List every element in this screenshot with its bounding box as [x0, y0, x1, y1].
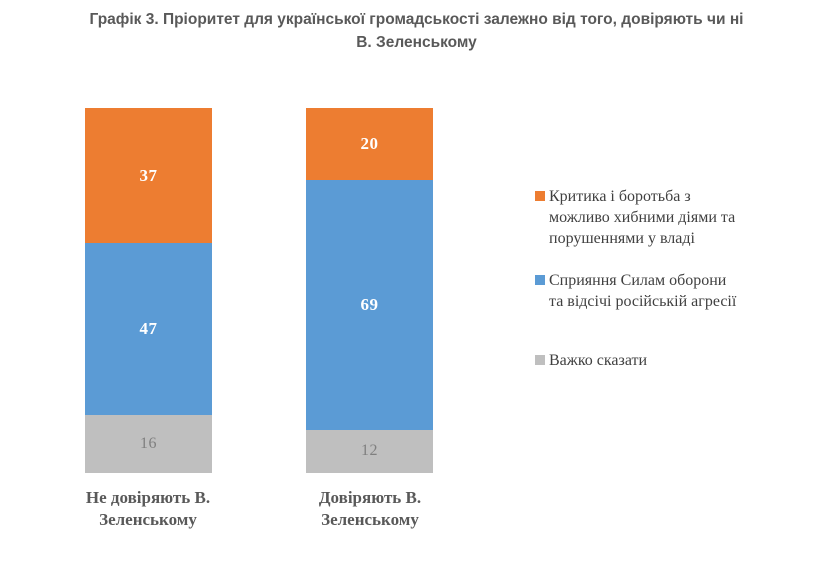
legend-label-line: Критика і боротьба з: [549, 188, 691, 205]
legend-item-critique: Критика і боротьба з можливо хибними дія…: [535, 186, 735, 249]
segment-value-label: 16: [140, 434, 157, 452]
chart-title: Графік 3. Пріоритет для української гром…: [0, 8, 833, 54]
legend-label-line: можливо хибними діями та: [549, 209, 736, 226]
legend-label-line: Сприяння Силам оборони: [549, 272, 727, 289]
category-label-line: Зеленському: [321, 510, 419, 529]
chart-title-line2: В. Зеленському: [356, 34, 477, 51]
bar-segment-hard-to-say: 12: [306, 429, 433, 473]
chart-title-line1: Графік 3. Пріоритет для української гром…: [89, 11, 744, 28]
bar-segment-defense: 69: [306, 180, 433, 430]
segment-value-label: 47: [139, 318, 158, 338]
legend-label-critique: Критика і боротьба з можливо хибними дія…: [549, 186, 735, 249]
segment-value-label: 37: [139, 165, 158, 185]
category-label-not-trust: Не довіряють В. Зеленському: [58, 487, 238, 531]
legend-item-hard-to-say: Важко сказати: [535, 350, 647, 371]
segment-value-label: 12: [361, 442, 378, 460]
category-label-line: Не довіряють В.: [85, 488, 211, 507]
legend-label-hard-to-say: Важко сказати: [549, 350, 647, 371]
segment-value-label: 69: [360, 294, 379, 314]
category-label-line: Зеленському: [99, 510, 197, 529]
segment-value-label: 20: [360, 134, 379, 154]
category-label-line: Довіряють В.: [318, 488, 422, 507]
legend-label-line: Важко сказати: [549, 352, 648, 369]
bar-segment-hard-to-say: 16: [85, 414, 212, 473]
category-label-trust: Довіряють В. Зеленському: [280, 487, 460, 531]
bar-not-trust-zelensky: 37 47 16: [85, 108, 212, 473]
legend-label-line: порушеннями у владі: [549, 230, 695, 247]
legend-swatch-gray-icon: [535, 355, 545, 365]
legend-item-defense: Сприяння Силам оборони та відсічі російс…: [535, 270, 736, 312]
bar-trust-zelensky: 20 69 12: [306, 108, 433, 473]
bar-segment-critique: 37: [85, 108, 212, 244]
bar-segment-critique: 20: [306, 108, 433, 181]
bar-segment-defense: 47: [85, 243, 212, 415]
legend-label-line: та відсічі російській агресії: [549, 293, 737, 310]
legend-swatch-blue-icon: [535, 275, 545, 285]
legend-swatch-orange-icon: [535, 191, 545, 201]
legend-label-defense: Сприяння Силам оборони та відсічі російс…: [549, 270, 736, 312]
